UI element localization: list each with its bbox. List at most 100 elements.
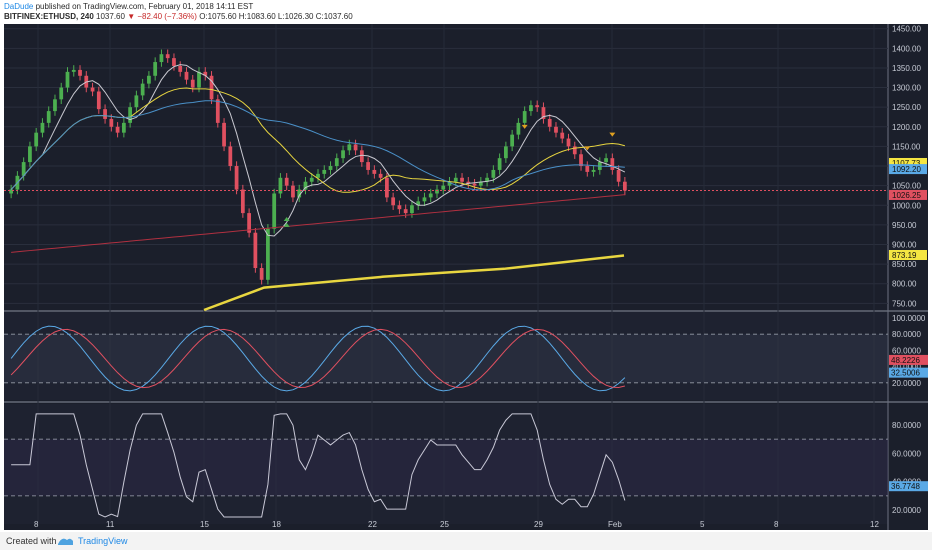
- candle: [59, 87, 64, 100]
- tradingview-logo-icon: [56, 534, 74, 550]
- candle: [115, 126, 120, 133]
- candle: [21, 162, 26, 176]
- ma-long-line: [10, 100, 625, 191]
- price-tick-label: 800.00: [892, 280, 917, 289]
- candle: [222, 122, 226, 147]
- x-tick-label: 12: [870, 520, 879, 529]
- price-tick-label: 1150.00: [892, 142, 921, 151]
- rsi-band-fill: [4, 439, 888, 496]
- candle: [522, 111, 527, 123]
- osc-k-line: [10, 325, 626, 392]
- candle: [366, 162, 370, 170]
- publish-line: DaDude published on TradingView.com, Feb…: [4, 2, 253, 11]
- candle: [447, 181, 452, 186]
- down-arrow-icon: ▼: [127, 12, 136, 21]
- x-tick-label: 18: [272, 520, 281, 529]
- candle: [28, 146, 32, 163]
- candle: [410, 205, 414, 214]
- candle: [297, 189, 302, 198]
- rsi-tag-label: 36.7748: [891, 482, 920, 491]
- candle: [153, 62, 158, 76]
- candle: [259, 268, 264, 280]
- candle: [103, 109, 107, 119]
- candle: [209, 75, 214, 100]
- x-tick-label: 11: [106, 520, 115, 529]
- candle: [378, 173, 383, 178]
- price-tick-label: 950.00: [892, 221, 917, 230]
- osc-tick-label: 20.0000: [892, 379, 921, 388]
- published-text: published on TradingView.com, February 0…: [35, 2, 254, 11]
- candle: [328, 166, 333, 170]
- candle: [547, 118, 552, 127]
- chart-header: DaDude published on TradingView.com, Feb…: [0, 0, 932, 22]
- rsi-tick-label: 80.0000: [892, 421, 921, 430]
- candle: [516, 122, 521, 135]
- tradingview-brand[interactable]: TradingView: [78, 536, 128, 546]
- rsi-line: [11, 413, 626, 518]
- candle: [65, 71, 70, 88]
- candle: [71, 69, 76, 72]
- price-tick-label: 1050.00: [892, 182, 921, 191]
- rsi-tick-label: 20.0000: [892, 506, 921, 515]
- candle: [90, 87, 95, 92]
- candle: [109, 118, 114, 127]
- candle: [190, 79, 195, 88]
- candle: [510, 134, 515, 147]
- candle: [579, 154, 583, 167]
- candle: [353, 144, 358, 151]
- price-tick-label: 1350.00: [892, 64, 921, 73]
- candle: [435, 189, 439, 194]
- buy-marker-icon: [283, 216, 290, 221]
- osc-tick-label: 100.0000: [892, 314, 926, 323]
- price-tag: [889, 164, 927, 175]
- candle: [504, 146, 508, 159]
- sell-marker-icon: [584, 146, 591, 151]
- candle: [309, 177, 314, 182]
- candle: [53, 99, 57, 112]
- osc-tick-label: 60.0000: [892, 346, 921, 355]
- price-tick-label: 1400.00: [892, 44, 921, 53]
- candle: [165, 54, 170, 59]
- rsi-tag: [889, 481, 929, 492]
- price-tag: [889, 157, 927, 168]
- candle: [397, 205, 402, 210]
- osc-tick-label: 80.0000: [892, 330, 921, 339]
- ma-200-line: [11, 194, 625, 253]
- price-tag-label: 1026.25: [892, 191, 921, 200]
- author-link[interactable]: DaDude: [4, 2, 34, 11]
- candle: [497, 158, 502, 170]
- price-tick-label: 1450.00: [892, 25, 921, 34]
- candle: [40, 122, 45, 133]
- candle: [585, 166, 590, 172]
- candle: [134, 95, 139, 108]
- candle: [529, 105, 533, 112]
- sell-marker-icon: [521, 124, 528, 129]
- osc-tag-label: 32.5006: [891, 369, 920, 378]
- osc-band-fill: [4, 334, 888, 383]
- osc-pane: [4, 312, 888, 400]
- candle: [303, 181, 308, 190]
- price-tag-label: 1092.20: [892, 165, 921, 174]
- x-tick-label: 8: [34, 520, 39, 529]
- price-tick-label: 1250.00: [892, 103, 921, 112]
- candle: [228, 146, 233, 167]
- price-tick-label: 1300.00: [892, 84, 921, 93]
- ma-thick-yellow-line: [203, 254, 625, 312]
- x-tick-label: 15: [200, 520, 209, 529]
- candle: [316, 173, 320, 178]
- candle: [391, 197, 396, 206]
- candle: [591, 169, 596, 172]
- candle: [34, 132, 39, 147]
- candle: [322, 169, 327, 174]
- candle: [147, 75, 151, 84]
- chart-svg[interactable]: 1450.00 1400.00 1350.00 1300.00 1250.00 1200.…: [4, 24, 929, 530]
- candle: [428, 193, 433, 198]
- price-tag-label: 1107.73: [892, 159, 921, 168]
- candle: [184, 71, 189, 80]
- candle: [215, 99, 220, 123]
- chart-area[interactable]: 1450.00 1400.00 1350.00 1300.00 1250.00 1200.…: [4, 24, 929, 530]
- osc-d-line: [10, 328, 625, 389]
- candle: [247, 213, 251, 233]
- candle: [460, 177, 464, 182]
- x-tick-label: Feb: [608, 520, 622, 529]
